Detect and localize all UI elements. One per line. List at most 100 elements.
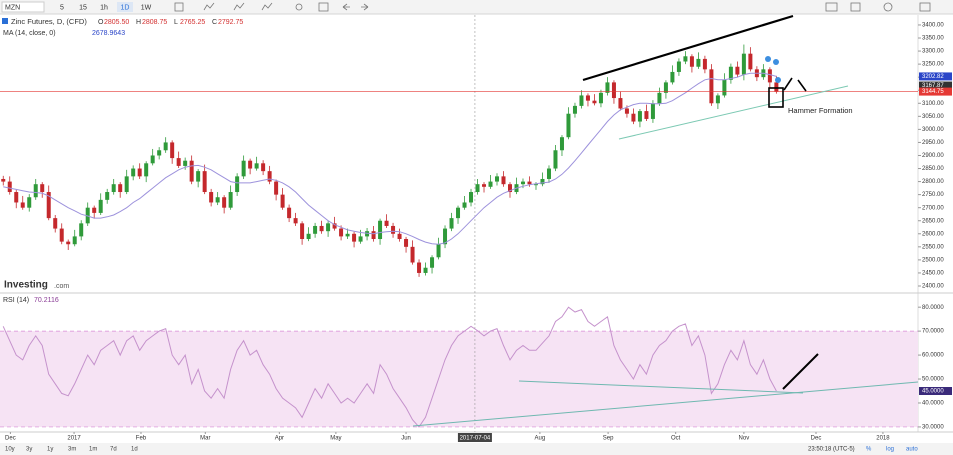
annotation: Hammer Formation [788, 106, 853, 115]
price-label-box [919, 72, 952, 81]
x-tick-label: Sep [603, 436, 614, 442]
menu-icon[interactable] [919, 2, 931, 12]
interval-button[interactable] [138, 2, 154, 12]
candle-body [767, 69, 772, 83]
candle-body [715, 95, 720, 104]
candle-body [702, 58, 707, 70]
event-marker[interactable] [765, 56, 771, 62]
candle-body [209, 192, 214, 203]
candle-body [176, 158, 181, 166]
candle-body [605, 82, 610, 93]
indicator-icon[interactable] [203, 2, 215, 11]
ma-legend: MA (14, close, 0) [3, 30, 56, 37]
price-layer: 3400.003350.003300.003250.003200.003150.… [0, 23, 952, 290]
chart-title: Zinc Futures, D, (CFD) [11, 17, 87, 26]
range-button[interactable]: 3y [26, 447, 32, 453]
event-marker[interactable] [775, 77, 781, 83]
candle-body [611, 82, 616, 99]
candle-body [520, 181, 525, 185]
axis-option[interactable]: auto [906, 447, 918, 453]
settings-icon[interactable] [295, 3, 303, 11]
candle-body [650, 103, 655, 119]
candle-body [280, 194, 285, 208]
price-panel [0, 15, 918, 292]
candle-body [235, 176, 240, 193]
candle-body [137, 168, 142, 177]
price-label-box [919, 87, 952, 96]
layout-icon[interactable] [850, 2, 861, 12]
candle-body [98, 199, 103, 213]
candle-body [443, 228, 448, 245]
interval-button[interactable] [96, 2, 112, 12]
price-label: 3144.75 [922, 89, 944, 95]
undo-icon[interactable] [342, 3, 350, 11]
cloud-icon[interactable] [883, 2, 893, 12]
x-tick-label: 2018 [876, 436, 890, 442]
candle-body [183, 160, 188, 166]
candle-body [495, 176, 500, 182]
candle-body [66, 241, 71, 245]
candle-body [345, 233, 350, 237]
interval-label: 1h [100, 4, 108, 11]
candle-body [559, 137, 564, 151]
y-tick-label: 70.0000 [922, 329, 944, 335]
toolbar [0, 0, 953, 14]
dropdown-icon[interactable] [174, 2, 184, 12]
range-button[interactable]: 1d [131, 447, 138, 453]
range-button[interactable]: 1y [47, 447, 53, 453]
brand-name: Investing [4, 280, 48, 291]
y-tick-label: 2650.00 [922, 218, 944, 224]
candle-body [741, 53, 746, 75]
candle-body [222, 197, 227, 208]
candle-body [1, 178, 6, 182]
symbol-input[interactable] [1, 1, 45, 13]
candle-body [124, 176, 129, 193]
candle-body [287, 207, 292, 219]
x-tick-label: Feb [136, 436, 147, 442]
compare-icon[interactable] [233, 2, 245, 11]
candle-body [397, 233, 402, 240]
camera-icon[interactable] [825, 2, 838, 12]
draw-icon[interactable] [261, 2, 273, 11]
candle-body [72, 236, 77, 245]
range-button[interactable]: 3m [68, 447, 76, 453]
y-tick-label: 3300.00 [922, 49, 944, 55]
candle-body [572, 105, 577, 114]
ohlc-value: 2808.75 [142, 19, 167, 26]
interval-label: 1D [121, 4, 130, 11]
price-label: 3202.82 [922, 74, 944, 80]
candle-body [267, 171, 272, 182]
redo-icon[interactable] [361, 3, 369, 11]
axis-option[interactable]: % [866, 447, 872, 453]
x-tick-label: 2017 [67, 436, 81, 442]
candle-body [306, 233, 311, 240]
candle-body [410, 246, 415, 263]
candle-body [423, 267, 428, 273]
candle-body [313, 225, 318, 234]
drawings [412, 14, 919, 427]
candle-body [553, 150, 558, 169]
candle-body [592, 100, 597, 104]
candle-body [352, 233, 357, 242]
fullscreen-icon[interactable] [318, 2, 329, 12]
x-tick-label: Dec [5, 436, 16, 442]
toolbar-icons [174, 2, 931, 12]
candle-body [384, 220, 389, 226]
y-tick-label: 2950.00 [922, 140, 944, 146]
range-button[interactable]: 10y [5, 447, 15, 453]
interval-button[interactable] [54, 2, 70, 12]
candle-body [488, 181, 493, 187]
range-button[interactable]: 7d [110, 447, 117, 453]
candle-body [196, 171, 201, 182]
y-tick-label: 2800.00 [922, 179, 944, 185]
event-marker[interactable] [773, 59, 779, 65]
interval-button[interactable] [75, 2, 91, 12]
y-tick-label: 3050.00 [922, 114, 944, 120]
axis-option[interactable]: log [886, 447, 894, 453]
range-button[interactable]: 1m [89, 447, 97, 453]
candle-body [657, 92, 662, 104]
interval-button[interactable] [117, 2, 133, 12]
candle-body [566, 113, 571, 138]
y-tick-label: 30.0000 [922, 425, 944, 431]
